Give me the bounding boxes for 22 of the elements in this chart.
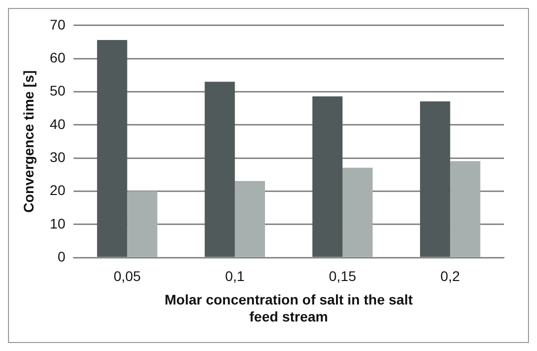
x-tick-label: 0,15 — [328, 268, 356, 284]
y-tick-label: 10 — [50, 215, 66, 232]
y-tick-label: 40 — [50, 116, 66, 132]
y-tick-label: 20 — [50, 182, 66, 198]
y-tick-label: 60 — [50, 49, 66, 66]
bar — [312, 96, 343, 257]
bar — [420, 101, 450, 257]
bar — [127, 191, 158, 257]
bar — [342, 168, 373, 257]
y-tick-label: 0 — [58, 248, 66, 264]
bar — [97, 40, 128, 257]
bar — [450, 161, 480, 257]
x-tick-label: 0,1 — [225, 268, 245, 284]
bar — [204, 82, 235, 257]
x-tick-label: 0,05 — [114, 268, 142, 284]
x-axis-title: Molar concentration of salt in the salt feed stream — [164, 292, 414, 324]
y-tick-label: 70 — [50, 16, 66, 32]
y-tick-label: 30 — [50, 148, 66, 165]
x-tick-label: 0,2 — [440, 268, 460, 284]
y-axis-title: Convergence time [s] — [20, 70, 36, 213]
bar — [234, 180, 265, 257]
y-tick-label: 50 — [50, 82, 66, 99]
